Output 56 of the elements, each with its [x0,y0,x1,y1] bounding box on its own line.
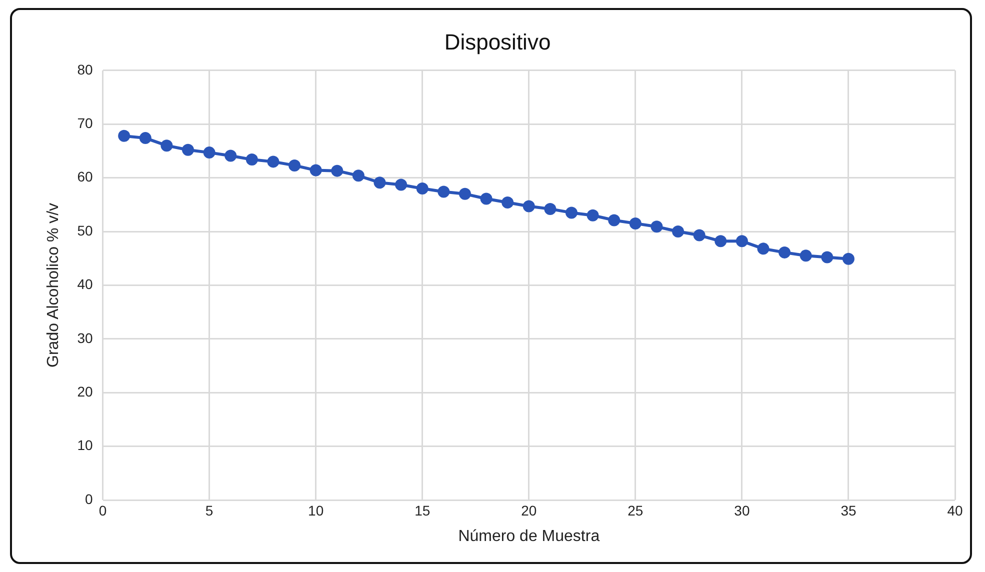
y-tick-label: 20 [77,383,93,400]
point [821,251,834,264]
point [565,206,578,219]
point [352,170,364,182]
x-tick-label: 30 [734,502,750,518]
point [650,220,663,233]
point [480,192,492,205]
point [331,164,344,177]
x-tick-label: 40 [947,502,963,518]
x-tick-label: 35 [840,502,856,518]
point [800,250,812,262]
x-axis-title: Número de Muestra [458,528,600,545]
x-tick-label: 20 [521,502,537,518]
chart-title: Dispositivo [444,29,551,54]
point [502,196,514,208]
x-tick-label: 15 [414,502,430,518]
point [139,132,152,144]
point [757,242,770,255]
point [586,209,599,222]
x-tick-label: 25 [628,502,644,518]
y-tick-label: 70 [77,114,93,131]
y-tick-label: 30 [77,330,93,346]
point [395,178,408,191]
point [182,144,194,156]
y-tick-label: 60 [77,168,93,185]
point [714,235,727,248]
point [310,164,322,176]
point [608,214,620,226]
point [203,146,216,159]
x-tick-label: 5 [205,502,214,518]
y-tick-label: 50 [77,222,93,238]
point [672,226,684,238]
point [736,235,748,248]
point [842,252,854,265]
y-tick-label: 10 [77,437,93,454]
point [160,140,173,152]
y-tick-label: 40 [77,276,93,292]
point [374,176,386,189]
point [224,150,237,162]
point [118,130,130,142]
point [288,159,301,172]
point [458,188,471,200]
y-axis-title: Grado Alcoholico % v/v [45,202,62,368]
point [778,246,791,258]
x-tick-label: 0 [98,502,107,518]
point [267,156,280,168]
y-tick-label: 80 [77,61,93,78]
point [246,154,258,166]
y-tick-label: 0 [84,490,93,507]
point [629,217,642,230]
point [522,200,535,212]
point [693,229,706,242]
point [438,186,450,198]
point [416,182,428,195]
x-tick-label: 10 [308,502,324,518]
point [544,202,556,215]
